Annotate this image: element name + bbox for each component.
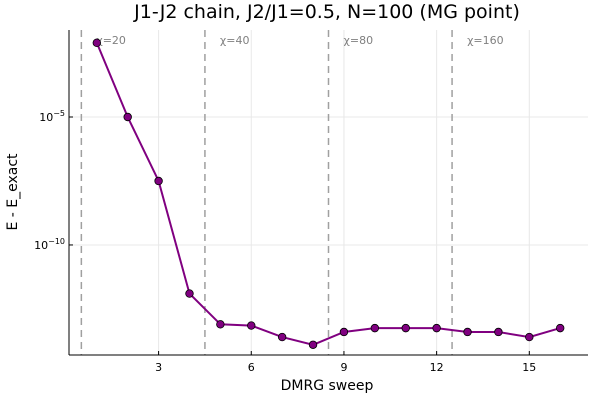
tick-labels: 3 6 9 12 15 10−5 10−10 bbox=[34, 109, 536, 374]
data-point bbox=[401, 323, 410, 333]
x-tick-label: 15 bbox=[522, 361, 536, 374]
data-point bbox=[216, 320, 225, 329]
x-tick-label: 3 bbox=[155, 361, 162, 374]
data-point bbox=[463, 327, 472, 337]
bond-dimension-label: χ=40 bbox=[220, 34, 250, 47]
data-point bbox=[185, 289, 194, 298]
x-tick-label: 9 bbox=[340, 361, 347, 374]
series bbox=[92, 38, 565, 349]
y-axis-label: E - E_exact bbox=[5, 153, 21, 231]
data-point bbox=[494, 327, 503, 337]
bond-dimension-label: χ=80 bbox=[344, 34, 374, 47]
x-axis-label: DMRG sweep bbox=[281, 378, 374, 394]
x-tick-label: 6 bbox=[248, 361, 255, 374]
data-point bbox=[525, 332, 534, 342]
series-line bbox=[95, 42, 561, 346]
data-point bbox=[339, 327, 349, 337]
sweep-boundaries: χ=20 χ=40 χ=80 χ=160 bbox=[80, 30, 504, 355]
data-point bbox=[247, 321, 256, 330]
y-tick-label: 10−5 bbox=[39, 109, 65, 124]
data-point bbox=[432, 323, 441, 333]
data-point bbox=[123, 112, 132, 122]
data-point bbox=[555, 323, 565, 333]
data-point bbox=[92, 38, 102, 47]
data-point bbox=[308, 340, 318, 349]
y-tick-label: 10−10 bbox=[34, 237, 65, 252]
bond-dimension-label: χ=160 bbox=[467, 34, 504, 47]
x-tick-label: 12 bbox=[430, 361, 444, 374]
data-point bbox=[370, 323, 380, 333]
data-point bbox=[154, 176, 163, 186]
chart-title: J1-J2 chain, J2/J1=0.5, N=100 (MG point) bbox=[133, 1, 520, 23]
data-point bbox=[277, 332, 287, 342]
axes bbox=[68, 30, 588, 356]
bond-dimension-label: χ=20 bbox=[96, 34, 126, 47]
